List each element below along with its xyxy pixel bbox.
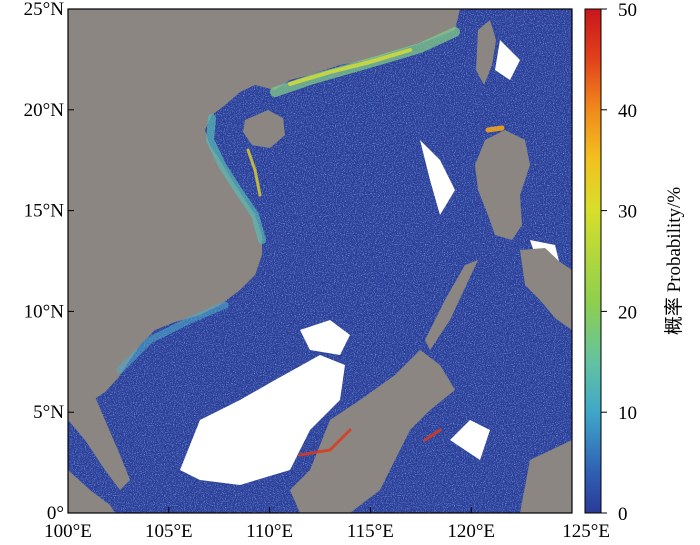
- x-tick-label: 125°E: [562, 521, 610, 542]
- y-axis: 0° 5°N 10°N 15°N 20°N 25°N: [24, 0, 74, 524]
- y-tick-label: 25°N: [24, 0, 65, 20]
- x-tick-label: 115°E: [347, 521, 394, 542]
- colorbar-tick-label: 50: [618, 0, 637, 21]
- colorbar-title: 概率 Probability/%: [663, 187, 685, 335]
- colorbar-tick-label: 10: [618, 403, 637, 424]
- colorbar-tick-label: 40: [618, 101, 637, 122]
- x-tick-label: 100°E: [44, 521, 92, 542]
- map-frame: [67, 8, 573, 514]
- y-tick-label: 15°N: [24, 201, 65, 222]
- y-tick-label: 0°: [47, 503, 64, 524]
- y-tick-label: 20°N: [24, 100, 65, 121]
- land: [68, 9, 572, 513]
- colorbar-ticks: 0 10 20 30 40 50: [601, 0, 637, 525]
- colorbar-tick-label: 20: [618, 302, 637, 323]
- colorbar-gradient: [585, 9, 601, 513]
- coastal-bands: [116, 27, 505, 457]
- colorbar-tick-label: 30: [618, 202, 637, 223]
- x-tick-label: 105°E: [145, 521, 193, 542]
- x-tick-label: 120°E: [447, 521, 495, 542]
- colorbar-frame: [584, 8, 602, 514]
- x-tick-label: 110°E: [246, 521, 293, 542]
- y-tick-label: 10°N: [24, 301, 65, 322]
- map-panel: [68, 9, 572, 513]
- colorbar: 0 10 20 30 40 50 概率 Probability/%: [584, 0, 685, 525]
- x-axis: 100°E 105°E 110°E 115°E 120°E 125°E: [44, 507, 610, 542]
- colorbar-tick-label: 0: [618, 504, 628, 525]
- y-tick-label: 5°N: [33, 402, 64, 423]
